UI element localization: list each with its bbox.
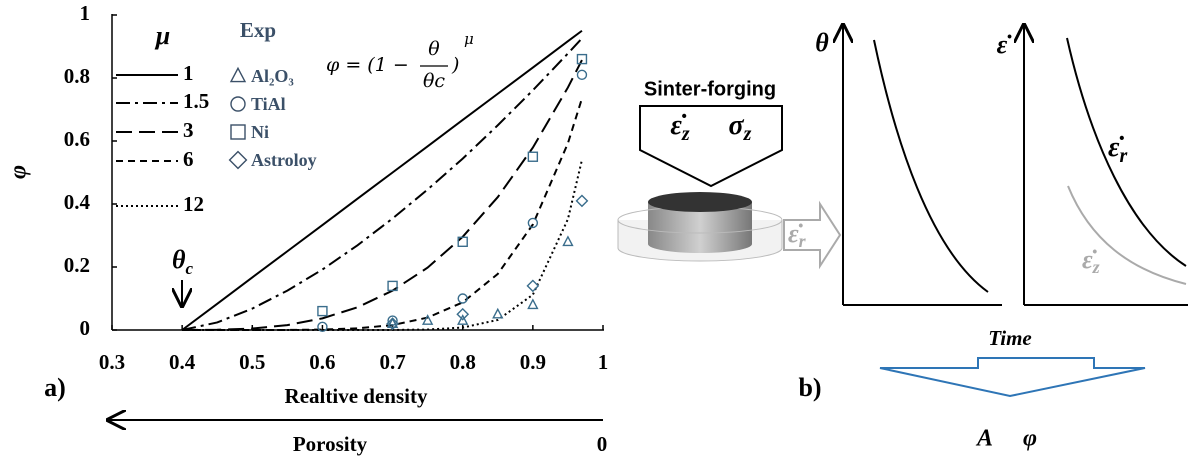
curve — [873, 39, 989, 293]
marker — [386, 317, 399, 328]
series-line — [181, 29, 583, 331]
marker — [527, 151, 539, 162]
marker — [386, 317, 399, 331]
formula-den: θc — [423, 70, 445, 92]
legend-label: Astroloy — [251, 150, 317, 170]
series-line — [182, 98, 583, 331]
x-tick-label: 0.4 — [169, 350, 196, 374]
series-line — [181, 37, 583, 331]
x-tick-label: 0.6 — [309, 350, 335, 374]
curve-r-label: ε̇r — [1108, 132, 1127, 166]
formula-num: θ — [428, 38, 440, 60]
x-tick-label: 1 — [598, 350, 609, 374]
cylinder-base — [648, 235, 752, 253]
y-tick-label: 0.4 — [64, 190, 91, 214]
result-a: A — [975, 426, 993, 452]
legend-label: 12 — [183, 192, 204, 216]
curve-z — [1067, 185, 1187, 285]
panel-label: a) — [44, 373, 66, 402]
legend-marker — [230, 124, 246, 140]
panel-label: b) — [798, 373, 821, 402]
radial-arrow — [783, 200, 842, 270]
marker — [576, 53, 588, 65]
marker — [317, 321, 328, 333]
load-stress: σz — [729, 110, 752, 144]
x-tick-label: 0.3 — [99, 350, 125, 374]
result-arrow — [879, 357, 1146, 398]
y-tick-label: 0 — [80, 316, 91, 340]
marker — [456, 307, 470, 321]
diagram-title: Sinter-forging — [644, 78, 776, 100]
load-arrow — [639, 105, 783, 188]
result-phi: φ — [1023, 426, 1037, 452]
time-label: Time — [988, 326, 1032, 350]
marker — [387, 280, 398, 292]
x-tick-label: 0.9 — [520, 350, 546, 374]
marker — [576, 69, 588, 81]
legend-label: 6 — [183, 147, 194, 171]
legend-label: 3 — [183, 118, 194, 142]
y-tick-label: 1 — [80, 1, 91, 25]
marker — [575, 194, 589, 208]
series-line — [182, 159, 583, 331]
marker — [492, 307, 504, 319]
marker — [317, 305, 328, 317]
y-tick-label: 0.8 — [64, 64, 90, 88]
legend-title: Exp — [240, 18, 276, 42]
x-tick-label: 0.5 — [239, 350, 265, 374]
formula-lhs: φ = (1 − — [326, 54, 409, 76]
marker — [421, 314, 434, 325]
left-axis-label: θ — [815, 28, 829, 57]
y-tick-label: 0.6 — [64, 127, 90, 151]
legend-label: TiAl — [251, 94, 286, 114]
critical-label: θc — [172, 245, 194, 278]
x-axis-label: Realtive density — [285, 384, 428, 408]
porosity-label: Porosity — [293, 432, 368, 456]
y-axis-label: φ — [6, 165, 32, 179]
legend-marker — [229, 66, 247, 83]
marker — [457, 293, 468, 304]
marker — [457, 314, 469, 325]
right-axis-label: ε̇ — [997, 30, 1013, 59]
legend-label: 1.5 — [183, 89, 209, 113]
legend-marker — [230, 96, 246, 112]
curve-z-label: ε̇z — [1082, 245, 1100, 277]
x-tick-label: 0.8 — [450, 350, 476, 374]
legend-label: Al₂O₃ — [251, 66, 294, 86]
marker — [527, 217, 539, 229]
legend-label: 1 — [183, 61, 194, 85]
marker — [387, 315, 398, 326]
marker — [526, 279, 540, 293]
legend-title: μ — [154, 21, 170, 50]
formula-rhs: ) — [451, 54, 459, 76]
marker — [457, 236, 468, 248]
formula-exp: μ — [464, 30, 474, 48]
porosity-end: 0 — [597, 432, 608, 456]
curve-r — [1066, 37, 1187, 267]
marker — [562, 235, 574, 247]
legend-marker — [228, 150, 248, 170]
marker — [527, 298, 539, 310]
cylinder-top — [648, 192, 752, 212]
formula: φ = (1 − θ θc ) μ — [326, 30, 474, 92]
legend-label: Ni — [251, 122, 269, 142]
x-tick-label: 0.7 — [379, 350, 405, 374]
y-tick-label: 0.2 — [64, 253, 90, 277]
